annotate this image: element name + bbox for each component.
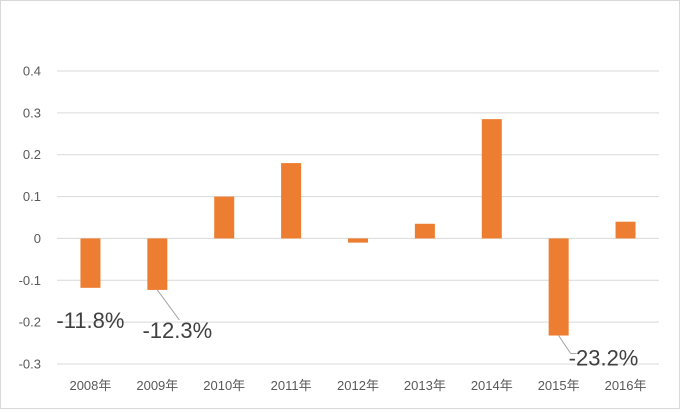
bar-2012年 (348, 238, 368, 243)
bar-2009年 (147, 238, 168, 290)
x-category-label: 2008年 (69, 378, 111, 393)
data-label-leader (156, 289, 180, 321)
y-tick-label: -0.3 (19, 357, 41, 372)
data-label: -11.8% (56, 308, 124, 333)
x-category-label: 2012年 (337, 378, 379, 393)
data-labels: -11.8% -12.3% -23.2% (56, 289, 639, 371)
bar-2013年 (414, 223, 435, 239)
x-category-label: 2016年 (605, 378, 647, 393)
x-axis-category-labels: 2008年 2009年 2010年 2011年 2012年 2013年 2014年 2015年… (69, 378, 646, 393)
x-category-label: 2013年 (404, 378, 446, 393)
bars (80, 119, 636, 336)
x-category-label: 2010年 (203, 378, 245, 393)
y-tick-label: 0.4 (23, 64, 41, 79)
bar-2016年 (615, 221, 636, 239)
data-label-leader (558, 335, 572, 354)
x-category-label: 2014年 (471, 378, 513, 393)
data-label: -23.2% (569, 346, 639, 371)
y-tick-label: 0.3 (23, 105, 41, 120)
y-tick-label: 0 (34, 231, 41, 246)
x-category-label: 2011年 (271, 378, 312, 393)
bar-2010年 (214, 196, 235, 239)
bar-2015年 (548, 238, 569, 336)
y-tick-label: -0.2 (19, 315, 41, 330)
data-label: -12.3% (142, 318, 212, 343)
bar-2014年 (481, 119, 502, 239)
x-category-label: 2015年 (538, 378, 580, 393)
y-tick-label: 0.1 (23, 189, 41, 204)
y-tick-label: 0.2 (23, 147, 41, 162)
y-axis-tick-labels: 0.4 0.3 0.2 0.1 0 -0.1 -0.2 -0.3 (19, 64, 41, 372)
bar-2011年 (281, 163, 302, 239)
x-category-label: 2009年 (136, 378, 178, 393)
y-tick-label: -0.1 (19, 273, 41, 288)
bar-2008年 (80, 238, 101, 288)
